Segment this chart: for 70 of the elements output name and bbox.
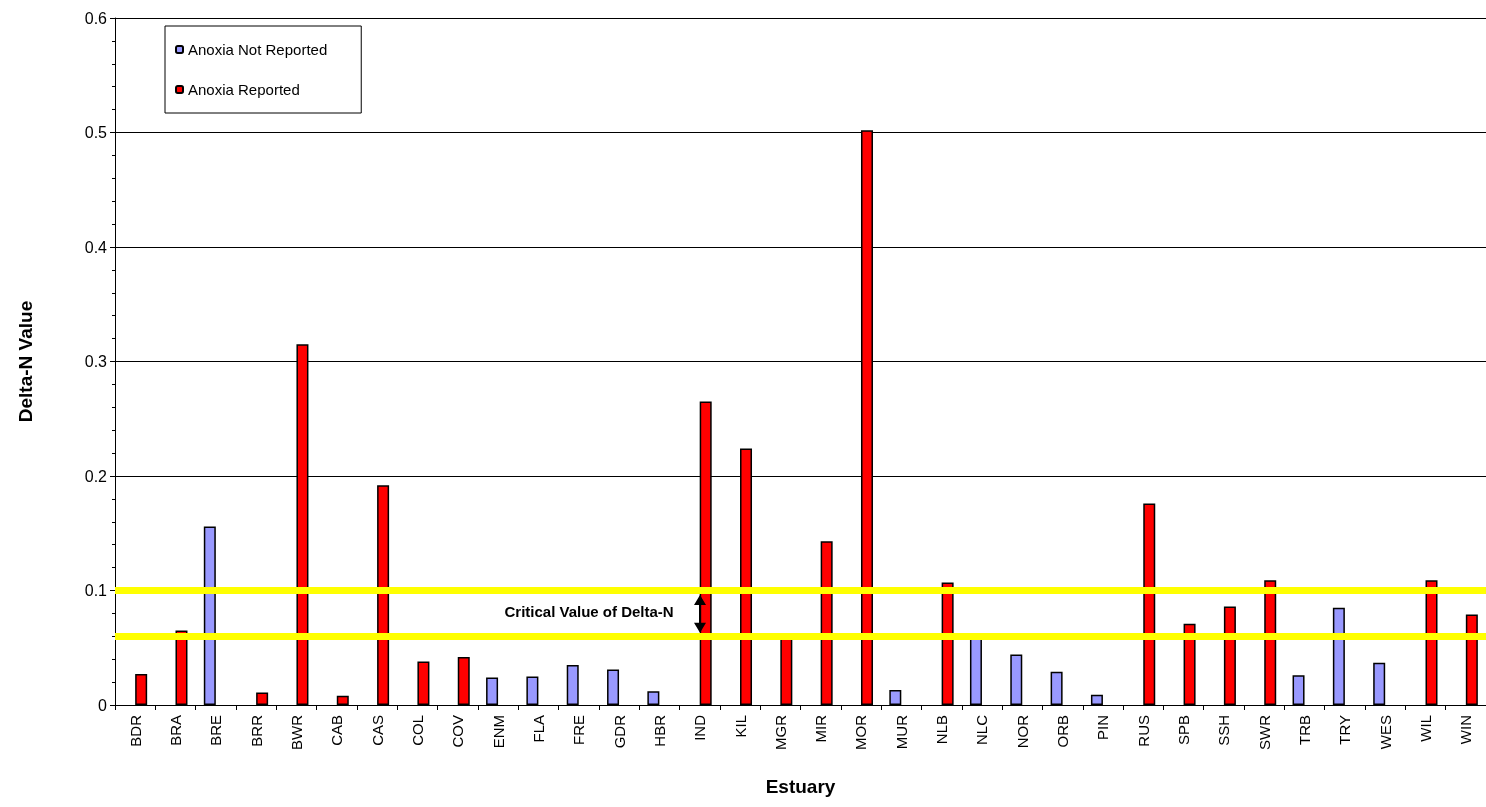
bar <box>1090 694 1103 705</box>
x-tick-label: WIL <box>1417 715 1435 742</box>
x-tick-label: BRA <box>166 715 184 746</box>
x-tick-label: NLC <box>973 714 991 746</box>
x-tick-label: MGR <box>771 714 789 750</box>
x-tick-label: BRR <box>247 714 265 747</box>
bar <box>256 692 269 705</box>
bar <box>1373 662 1386 705</box>
x-tick-label: SSH <box>1215 715 1233 746</box>
bar <box>417 661 430 705</box>
y-tick-label: 0.4 <box>84 238 108 256</box>
x-tick-label: COV <box>449 715 467 748</box>
x-tick-label: WIN <box>1457 715 1475 745</box>
bar <box>1010 654 1023 705</box>
x-tick-label: IND <box>691 714 709 741</box>
x-tick-label: FLA <box>529 715 547 743</box>
x-tick-label: MIR <box>812 714 830 743</box>
x-tick-label: BDR <box>126 714 144 747</box>
y-axis-title: Delta-N Value <box>15 300 36 423</box>
y-tick-label: 0.5 <box>84 124 108 141</box>
bar <box>1465 614 1478 705</box>
x-tick-label: PIN <box>1094 715 1112 741</box>
bar <box>526 676 539 705</box>
x-tick-label: SWR <box>1255 714 1273 750</box>
bar <box>1223 606 1236 705</box>
bar <box>647 691 660 705</box>
bar <box>1050 671 1063 705</box>
bar <box>1183 623 1196 705</box>
bar <box>486 677 499 705</box>
y-tick-label: 0.2 <box>84 467 108 485</box>
bar <box>135 674 148 705</box>
x-tick-label: WES <box>1376 715 1394 750</box>
bar <box>1292 675 1305 705</box>
bar <box>336 695 349 705</box>
x-tick-label: COL <box>408 715 426 746</box>
y-tick-label: 0.1 <box>84 582 108 599</box>
bar <box>203 526 216 705</box>
x-tick-label: SPB <box>1175 715 1193 746</box>
x-tick-label: CAB <box>328 715 346 746</box>
x-tick-label: ORB <box>1054 715 1072 748</box>
bar <box>457 656 470 705</box>
bar <box>1332 607 1345 705</box>
y-tick-label: 0 <box>98 696 108 714</box>
x-tick-label: GDR <box>610 714 628 749</box>
x-tick-label: HBR <box>650 714 668 747</box>
x-axis-title: Estuary <box>765 776 836 797</box>
x-tick-label: FRE <box>570 715 588 745</box>
bar <box>820 541 833 705</box>
x-tick-label: KIL <box>731 715 749 738</box>
x-tick-label: NLB <box>933 715 951 745</box>
x-tick-label: NOR <box>1013 714 1031 749</box>
bar <box>1143 503 1156 705</box>
y-tick-label: 0.3 <box>84 353 108 370</box>
x-tick-label: RUS <box>1134 715 1152 747</box>
x-tick-label: ENM <box>489 715 507 749</box>
annotation: Critical Value of Delta-N <box>504 603 674 621</box>
x-tick-label: BRE <box>207 715 225 746</box>
bar <box>889 690 902 705</box>
bar <box>607 669 620 705</box>
bar <box>566 664 579 705</box>
x-tick-label: MOR <box>852 714 870 750</box>
x-tick-label: TRY <box>1336 715 1354 745</box>
legend-label: Anoxia Reported <box>188 81 300 98</box>
legend-label: Anoxia Not Reported <box>188 41 328 58</box>
x-tick-label: CAS <box>368 715 386 746</box>
y-tick-label: 0.6 <box>84 9 108 27</box>
x-tick-label: TRB <box>1296 715 1314 745</box>
bar <box>377 485 390 705</box>
x-tick-label: BWR <box>287 714 305 750</box>
x-tick-label: MUR <box>892 714 910 750</box>
